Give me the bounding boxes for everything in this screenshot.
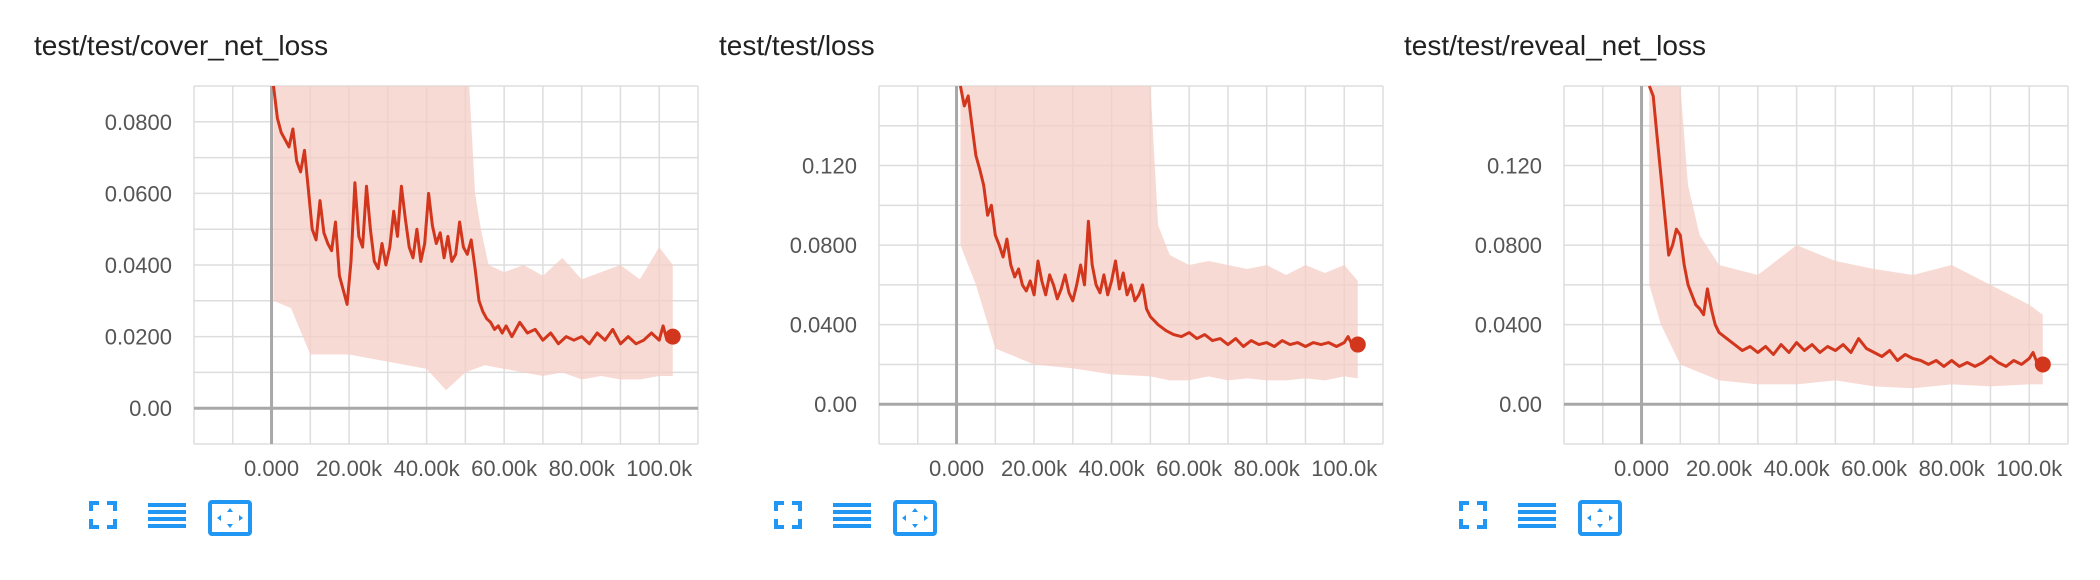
fullscreen-icon bbox=[1459, 501, 1487, 529]
x-tick-label: 0.000 bbox=[929, 456, 984, 481]
chart-title: test/test/cover_net_loss bbox=[34, 30, 329, 61]
last-value-marker bbox=[2034, 356, 2051, 373]
chart-title: test/test/reveal_net_loss bbox=[1404, 30, 1706, 61]
x-tick-label: 20.00k bbox=[316, 456, 383, 481]
x-tick-label: 100.0k bbox=[1311, 456, 1378, 481]
fit-domain-icon bbox=[208, 500, 252, 536]
line-chart: 0.000 20.00k 40.00k 60.00k 80.00k 100.0k 0.00 0… bbox=[105, 85, 699, 481]
smoothed-series-line bbox=[272, 85, 674, 346]
list-lines-icon bbox=[1518, 503, 1556, 528]
toggle-log-scale-button[interactable] bbox=[1518, 500, 1556, 537]
y-tick-label: 0.00 bbox=[1499, 392, 1542, 417]
fullscreen-icon bbox=[774, 501, 802, 529]
fullscreen-icon bbox=[89, 501, 117, 529]
toggle-log-scale-button[interactable] bbox=[148, 500, 186, 537]
y-tick-label: 0.00 bbox=[129, 396, 172, 421]
x-tick-label: 80.00k bbox=[549, 456, 616, 481]
toggle-log-scale-button[interactable] bbox=[833, 500, 871, 537]
y-tick-label: 0.00 bbox=[814, 392, 857, 417]
y-tick-label: 0.0800 bbox=[1475, 233, 1542, 258]
x-tick-label: 40.00k bbox=[1079, 456, 1146, 481]
y-tick-label: 0.0400 bbox=[1475, 313, 1542, 338]
x-tick-label: 100.0k bbox=[1996, 456, 2063, 481]
y-tick-label: 0.120 bbox=[1487, 154, 1542, 179]
fullscreen-button[interactable] bbox=[773, 500, 803, 535]
fit-domain-button[interactable] bbox=[208, 500, 254, 543]
smoothed-series-line bbox=[958, 85, 1358, 348]
fit-domain-button[interactable] bbox=[1578, 500, 1624, 543]
fullscreen-button[interactable] bbox=[88, 500, 118, 535]
y-tick-label: 0.0800 bbox=[790, 233, 857, 258]
chart-title: test/test/loss bbox=[719, 30, 875, 61]
last-value-marker bbox=[664, 328, 681, 345]
y-tick-label: 0.0400 bbox=[105, 253, 172, 278]
x-tick-label: 0.000 bbox=[1614, 456, 1669, 481]
fit-domain-icon bbox=[893, 500, 937, 536]
y-tick-label: 0.120 bbox=[802, 154, 857, 179]
chart-card-reveal-net-loss: test/test/reveal_net_loss 0.000 20.00k 40.… bbox=[1404, 0, 2094, 580]
x-tick-label: 60.00k bbox=[1156, 456, 1223, 481]
y-tick-label: 0.0200 bbox=[105, 325, 172, 350]
x-tick-label: 20.00k bbox=[1001, 456, 1068, 481]
list-lines-icon bbox=[833, 503, 871, 528]
x-tick-label: 60.00k bbox=[1841, 456, 1908, 481]
x-tick-label: 80.00k bbox=[1919, 456, 1986, 481]
fit-domain-icon bbox=[1578, 500, 1622, 536]
x-tick-label: 20.00k bbox=[1686, 456, 1753, 481]
x-tick-label: 0.000 bbox=[244, 456, 299, 481]
smoothed-series-line bbox=[1647, 85, 2044, 368]
fullscreen-button[interactable] bbox=[1458, 500, 1488, 535]
raw-series-band bbox=[273, 86, 673, 391]
x-tick-label: 100.0k bbox=[626, 456, 693, 481]
chart-card-loss: test/test/loss 0.000 20.00k 40.00k 60.00k 80… bbox=[719, 0, 1409, 580]
list-lines-icon bbox=[148, 503, 186, 528]
y-tick-label: 0.0400 bbox=[790, 313, 857, 338]
x-tick-label: 40.00k bbox=[1764, 456, 1831, 481]
fit-domain-button[interactable] bbox=[893, 500, 939, 543]
raw-series-band bbox=[1649, 86, 2043, 389]
last-value-marker bbox=[1349, 336, 1366, 353]
y-tick-label: 0.0800 bbox=[105, 110, 172, 135]
raw-series-band bbox=[960, 86, 1358, 381]
y-tick-label: 0.0600 bbox=[105, 181, 172, 206]
x-tick-label: 60.00k bbox=[471, 456, 538, 481]
line-chart: 0.000 20.00k 40.00k 60.00k 80.00k 100.0k 0.00 0… bbox=[1475, 85, 2069, 481]
x-tick-label: 80.00k bbox=[1234, 456, 1301, 481]
line-chart: 0.000 20.00k 40.00k 60.00k 80.00k 100.0k 0.00 0… bbox=[790, 85, 1384, 481]
x-tick-label: 40.00k bbox=[394, 456, 461, 481]
chart-card-cover-net-loss: test/test/cover_net_loss 0.000 20.00k 40.0… bbox=[34, 0, 724, 580]
